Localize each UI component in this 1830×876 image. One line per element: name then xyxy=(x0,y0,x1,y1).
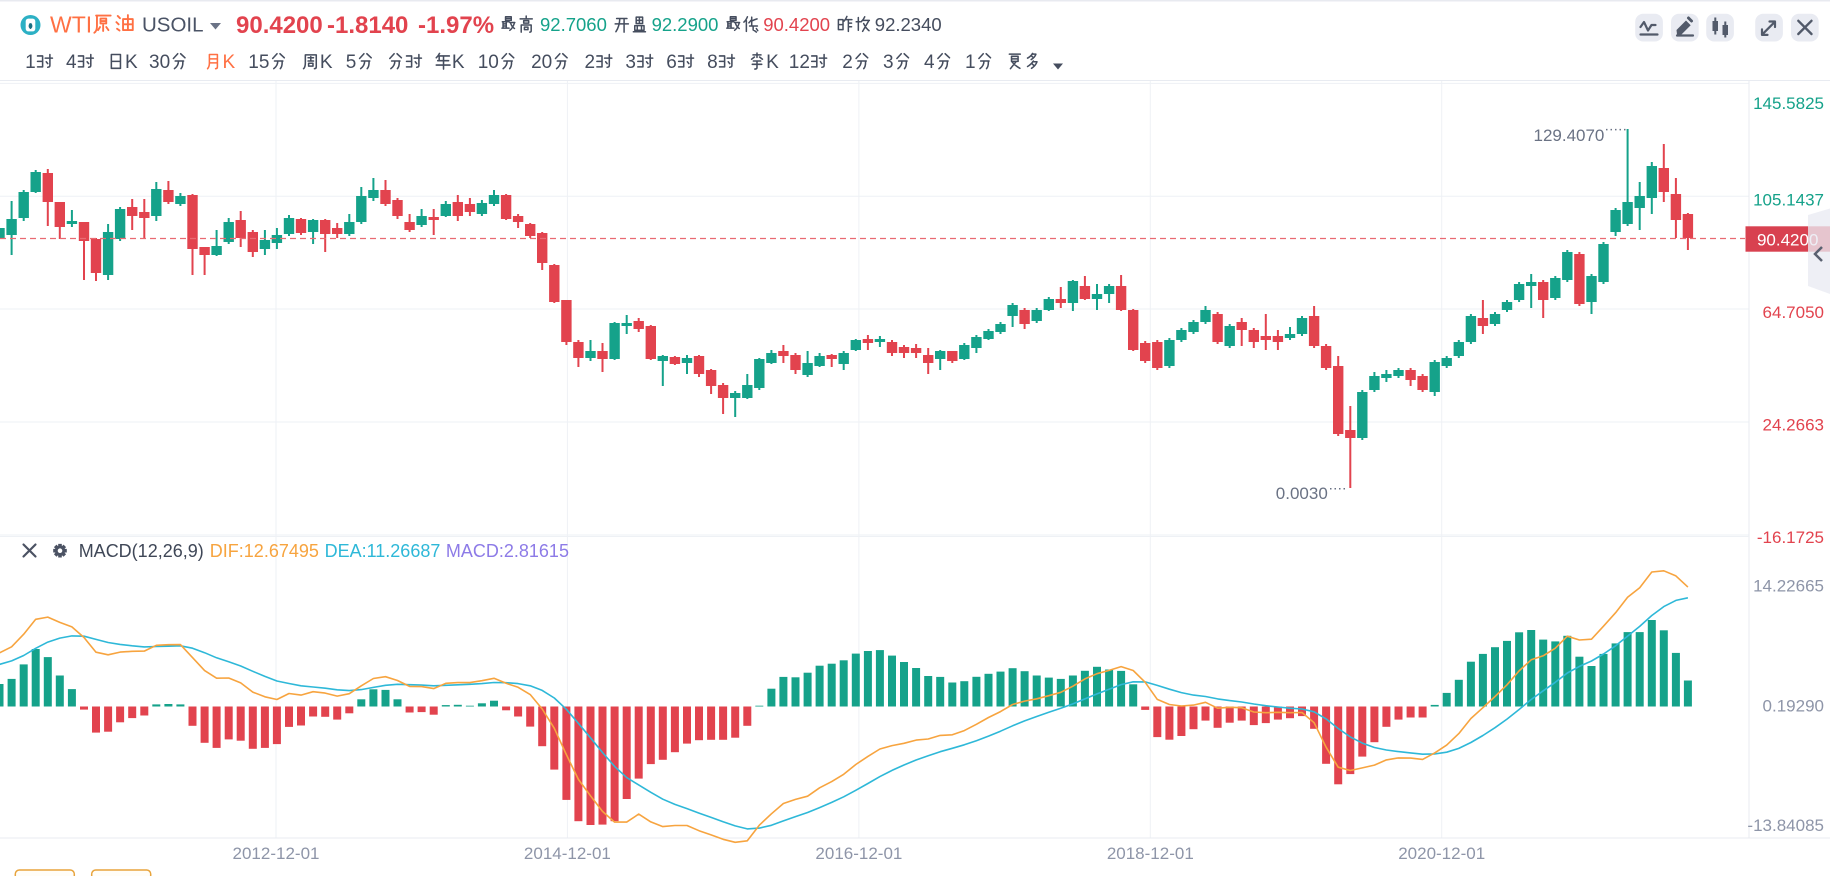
svg-text:6: 6 xyxy=(666,52,677,73)
svg-text:92.2340: 92.2340 xyxy=(875,14,942,35)
svg-text:2012-12-01: 2012-12-01 xyxy=(233,844,320,863)
svg-text:-16.1725: -16.1725 xyxy=(1757,528,1824,547)
svg-text:0.0030: 0.0030 xyxy=(1276,484,1328,503)
svg-text:4: 4 xyxy=(66,52,77,73)
svg-text:2014-12-01: 2014-12-01 xyxy=(524,844,611,863)
svg-text:K: K xyxy=(125,52,138,73)
svg-text:90.4200: 90.4200 xyxy=(763,14,830,35)
svg-text:145.5825: 145.5825 xyxy=(1753,94,1824,113)
svg-text:3: 3 xyxy=(883,52,894,73)
svg-text:1: 1 xyxy=(25,52,36,73)
svg-text:64.7050: 64.7050 xyxy=(1763,303,1824,322)
svg-text:105.1437: 105.1437 xyxy=(1753,191,1824,210)
svg-text:24.2663: 24.2663 xyxy=(1763,416,1824,435)
svg-text:5: 5 xyxy=(346,52,357,73)
svg-text:20: 20 xyxy=(531,52,552,73)
svg-text:2020-12-01: 2020-12-01 xyxy=(1398,844,1485,863)
svg-text:MACD:2.81615: MACD:2.81615 xyxy=(446,541,569,561)
svg-text:-13.84085: -13.84085 xyxy=(1747,816,1824,835)
svg-text:2018-12-01: 2018-12-01 xyxy=(1107,844,1194,863)
svg-text:K: K xyxy=(223,52,236,73)
svg-text:3: 3 xyxy=(625,52,636,73)
svg-text:15: 15 xyxy=(248,52,269,73)
svg-text:1: 1 xyxy=(965,52,976,73)
svg-text:92.2900: 92.2900 xyxy=(652,14,719,35)
svg-text:2016-12-01: 2016-12-01 xyxy=(815,844,902,863)
svg-text:-1.97%: -1.97% xyxy=(418,12,494,39)
svg-text:2: 2 xyxy=(842,52,853,73)
svg-text:0.19290: 0.19290 xyxy=(1763,696,1824,715)
svg-text:USOIL: USOIL xyxy=(142,14,204,37)
svg-text:DEA:11.26687: DEA:11.26687 xyxy=(325,541,441,561)
svg-text:14.22665: 14.22665 xyxy=(1753,577,1824,596)
svg-text:92.7060: 92.7060 xyxy=(540,14,607,35)
svg-text:-1.8140: -1.8140 xyxy=(327,12,408,39)
svg-text:K: K xyxy=(766,52,779,73)
svg-text:12: 12 xyxy=(789,52,810,73)
svg-text:90.4200: 90.4200 xyxy=(1757,230,1818,249)
svg-text:K: K xyxy=(320,52,333,73)
svg-text:90.4200: 90.4200 xyxy=(236,12,323,39)
svg-text:8: 8 xyxy=(707,52,718,73)
svg-text:2: 2 xyxy=(585,52,596,73)
svg-text:MACD(12,26,9): MACD(12,26,9) xyxy=(79,541,204,561)
svg-text:WTI: WTI xyxy=(50,11,92,37)
svg-text:10: 10 xyxy=(478,52,499,73)
svg-text:DIF:12.67495: DIF:12.67495 xyxy=(210,541,319,561)
svg-text:K: K xyxy=(452,52,465,73)
svg-text:129.4070: 129.4070 xyxy=(1533,126,1604,145)
svg-text:30: 30 xyxy=(149,52,170,73)
svg-text:4: 4 xyxy=(924,52,935,73)
